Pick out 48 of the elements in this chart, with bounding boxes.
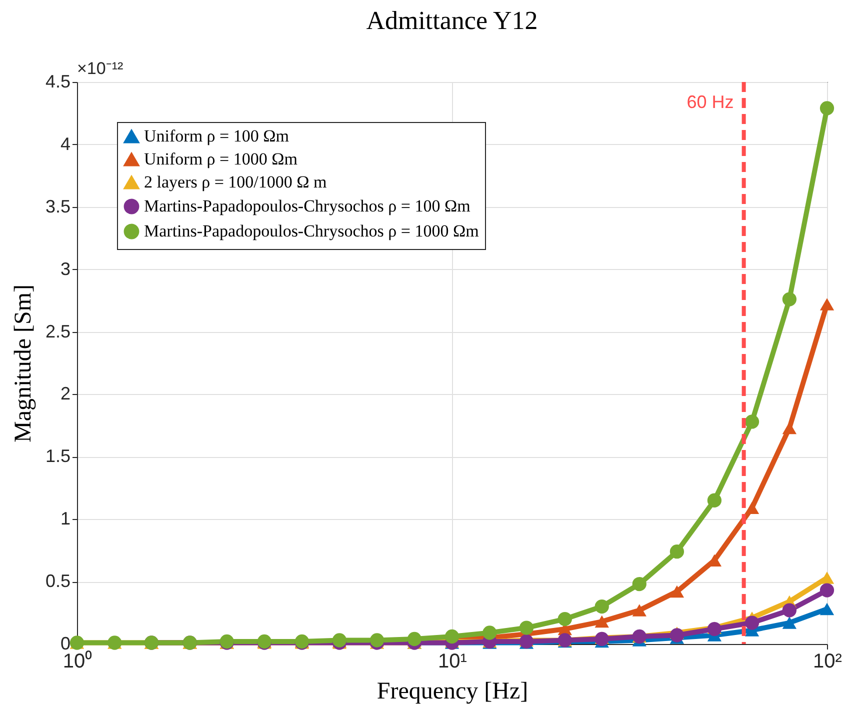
point xyxy=(594,615,609,628)
y-tick-label: 4.5 xyxy=(45,72,70,92)
y-tick-label: 1 xyxy=(60,508,70,529)
y-tick-label: 4 xyxy=(60,134,70,154)
point xyxy=(820,101,834,116)
point xyxy=(782,616,797,629)
point xyxy=(670,628,684,642)
x-tick-label: 10¹ xyxy=(438,650,468,672)
legend-label: Martins-Papadopoulos-Chrysochos ρ = 1000 Ωm xyxy=(144,222,479,240)
legend-label: Uniform ρ = 1000 Ωm xyxy=(144,150,298,168)
ref-line-label: 60 Hz xyxy=(686,92,734,112)
y-tick-label: 2.5 xyxy=(45,321,70,342)
y-tick-label: 2 xyxy=(60,384,70,404)
x-axis-title: Frequency [Hz] xyxy=(376,678,528,704)
point xyxy=(782,292,797,306)
point xyxy=(594,599,609,614)
point xyxy=(782,603,797,618)
legend-label: Uniform ρ = 100 Ωm xyxy=(144,126,289,146)
text: ×10⁻¹² xyxy=(77,59,124,78)
point xyxy=(632,604,646,616)
point xyxy=(820,298,834,310)
point xyxy=(744,616,760,630)
point xyxy=(519,620,534,635)
y-tick-label: 0.5 xyxy=(45,571,70,592)
legend-label: Martins-Papadopoulos-Chrysochos ρ = 100 Ωm xyxy=(144,196,470,216)
point xyxy=(594,632,609,646)
legend-label: 2 layers ρ = 100/1000 Ω m xyxy=(144,172,327,192)
x-tick-label: 10² xyxy=(813,650,842,672)
point xyxy=(707,493,722,508)
y-tick-label: 3 xyxy=(60,258,70,279)
point xyxy=(820,572,834,584)
point xyxy=(670,585,684,598)
point xyxy=(820,602,834,616)
chart-title: Admittance Y12 xyxy=(366,6,538,35)
point xyxy=(744,502,760,514)
point xyxy=(707,622,722,636)
point xyxy=(632,576,646,592)
y-tick-label: 3.5 xyxy=(45,196,70,216)
y-axis-title: Magnitude [Sm] xyxy=(10,284,36,442)
point xyxy=(558,612,572,626)
point xyxy=(820,583,834,598)
point xyxy=(407,632,422,646)
y-tick-label: 1.5 xyxy=(45,446,70,466)
point xyxy=(782,422,797,434)
point xyxy=(670,544,684,559)
point xyxy=(482,626,497,640)
point xyxy=(444,629,460,644)
point xyxy=(744,414,760,429)
